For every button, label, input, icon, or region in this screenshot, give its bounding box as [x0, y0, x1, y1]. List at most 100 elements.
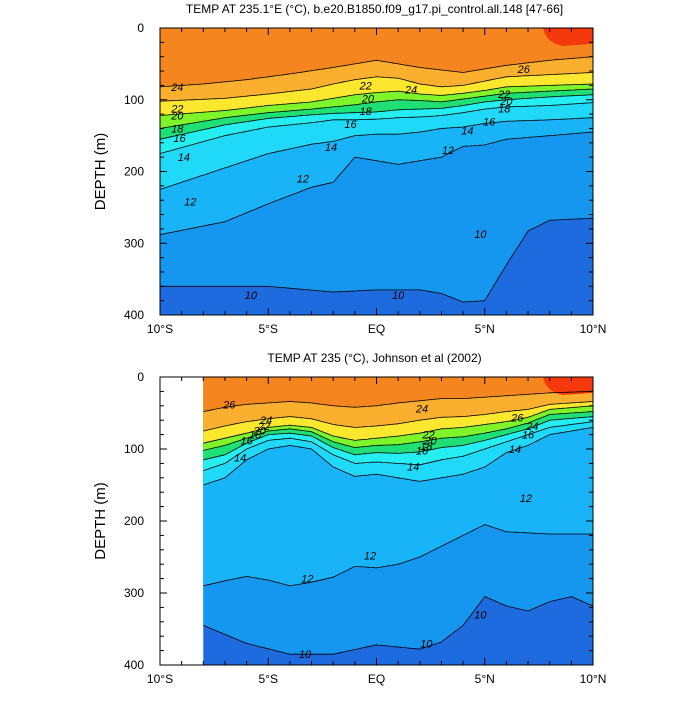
- x-tick-label: 5°S: [259, 322, 278, 336]
- band-28-plus: [543, 377, 593, 395]
- contour-label: 12: [442, 145, 454, 157]
- x-axis: 10°S 5°S EQ 5°N 10°N: [147, 377, 606, 686]
- y-tick-label: 100: [124, 93, 144, 107]
- isotherm-26: [203, 391, 593, 412]
- isotherm-16: [160, 102, 593, 154]
- contour-label: 14: [461, 126, 473, 138]
- isotherm-18: [160, 94, 593, 140]
- contour-label: 12: [184, 197, 196, 209]
- contour-label: 16: [240, 435, 253, 447]
- contour-label: 14: [407, 461, 419, 473]
- x-axis: 10°S 5°S EQ 5°N 10°N: [147, 28, 606, 336]
- contour-label: 22: [421, 430, 434, 442]
- chart-title: TEMP AT 235.1°E (°C), b.e20.B1850.f09_g1…: [186, 2, 563, 16]
- isotherm-14: [203, 427, 593, 486]
- y-axis-label: DEPTH (m): [92, 482, 109, 560]
- contour-label: 22: [257, 421, 270, 433]
- contour-labels: 2624222018161424222018161426241614121212…: [222, 399, 538, 661]
- contour-label: 14: [178, 152, 190, 164]
- x-tick-label: 10°N: [580, 322, 607, 336]
- contour-label: 12: [520, 493, 532, 505]
- contour-labels: 2422201816141222201816141224262220181614…: [170, 64, 531, 302]
- isotherm-10: [203, 596, 593, 655]
- contour-label: 12: [364, 551, 376, 563]
- contour-label: 10: [474, 610, 487, 622]
- contour-label: 10: [474, 229, 487, 241]
- contour-label: 16: [522, 430, 535, 442]
- x-tick-label: 5°N: [475, 322, 495, 336]
- band-28-plus: [543, 28, 593, 46]
- contour-label: 20: [424, 435, 438, 447]
- contour-label: 12: [301, 574, 313, 586]
- isotherm-18: [203, 416, 593, 461]
- x-tick-label: 5°S: [259, 672, 278, 686]
- y-tick-label: 0: [137, 21, 144, 35]
- contour-label: 16: [483, 116, 496, 128]
- contour-label: 14: [234, 453, 246, 465]
- x-tick-label: 5°N: [475, 672, 495, 686]
- contour-label: 26: [222, 399, 236, 411]
- x-tick-label: EQ: [368, 672, 385, 686]
- contour-label: 16: [173, 133, 186, 145]
- y-tick-label: 400: [124, 658, 144, 672]
- band-26-plus: [160, 28, 593, 87]
- contour-label: 10: [245, 290, 258, 302]
- isotherm-16: [203, 421, 593, 471]
- contour-label: 18: [498, 103, 511, 115]
- y-tick-label: 100: [124, 442, 144, 456]
- contour-label: 20: [170, 111, 184, 123]
- contour-label: 20: [361, 93, 375, 105]
- y-tick-label: 200: [124, 514, 144, 528]
- contour-label: 18: [360, 106, 373, 118]
- contour-label: 20: [252, 425, 266, 437]
- isotherm-20: [160, 88, 593, 129]
- contour-label: 26: [510, 412, 524, 424]
- contour-label: 10: [392, 290, 405, 302]
- x-tick-label: 10°N: [580, 672, 607, 686]
- contour-label: 14: [325, 142, 337, 154]
- contour-label: 24: [170, 82, 183, 94]
- x-tick-label: 10°S: [147, 672, 173, 686]
- x-tick-label: EQ: [368, 322, 385, 336]
- y-axis-label: DEPTH (m): [92, 133, 109, 211]
- contour-label: 24: [259, 415, 272, 427]
- contour-label: 18: [171, 123, 184, 135]
- isotherm-20: [203, 411, 593, 451]
- contour-label: 22: [497, 89, 510, 101]
- contour-label: 26: [517, 64, 531, 76]
- contour-label: 14: [509, 444, 521, 456]
- isotherm-22: [203, 405, 593, 444]
- contour-label: 10: [420, 638, 433, 650]
- contour-label: 16: [416, 445, 429, 457]
- contour-label: 18: [249, 430, 262, 442]
- contour-label: 24: [415, 404, 428, 416]
- isotherm-12: [160, 131, 593, 235]
- contour-lines: [203, 391, 593, 655]
- band-26-plus: [203, 377, 593, 412]
- contour-label: 22: [170, 103, 183, 115]
- x-tick-label: 10°S: [147, 322, 173, 336]
- isotherm-14: [160, 117, 593, 190]
- y-axis: 0 100 200 300 400: [124, 370, 593, 672]
- contour-label: 18: [420, 441, 433, 453]
- isotherm-26: [160, 56, 593, 88]
- panel-observations: 2624222018161424222018161426241614121212…: [92, 351, 606, 686]
- y-tick-label: 200: [124, 165, 144, 179]
- y-axis: 0 100 200 300 400: [124, 21, 593, 322]
- panel-model: 2422201816141222201816141224262220181614…: [92, 2, 606, 336]
- isotherm-24: [203, 401, 593, 432]
- isotherm-12: [203, 524, 593, 587]
- contour-label: 16: [344, 119, 357, 131]
- chart-title: TEMP AT 235 (°C), Johnson et al (2002): [267, 351, 481, 365]
- contour-label: 20: [499, 96, 513, 108]
- isotherm-24: [160, 72, 593, 102]
- contour-label: 22: [359, 80, 372, 92]
- isotherm-22: [160, 83, 593, 116]
- y-tick-label: 300: [124, 236, 144, 250]
- y-tick-label: 0: [137, 370, 144, 384]
- contour-label: 24: [525, 421, 538, 433]
- isotherm-10: [160, 217, 593, 303]
- contour-label: 10: [299, 649, 312, 661]
